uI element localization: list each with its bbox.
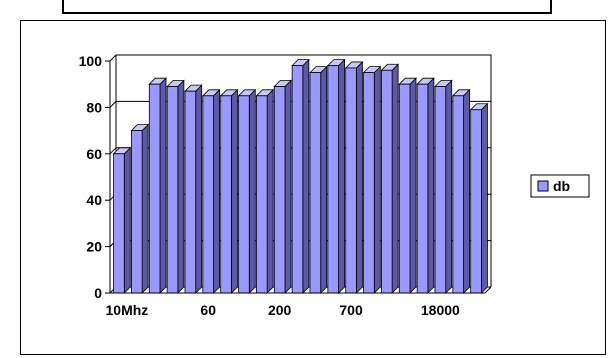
bar-side-17 <box>427 77 435 294</box>
bar-side-18 <box>445 79 453 294</box>
bar-side-5 <box>213 88 220 294</box>
x-tick-label-0: 10Mhz <box>106 302 149 318</box>
bar-side-13 <box>356 60 363 294</box>
bar-front-17 <box>416 83 429 294</box>
bar-11 <box>309 65 328 294</box>
bar-side-8 <box>266 88 274 294</box>
bar-side-1 <box>141 123 149 294</box>
bar-front-13 <box>345 67 357 294</box>
bar-front-1 <box>131 130 143 294</box>
bar-front-4 <box>184 90 197 294</box>
bar-front-5 <box>202 95 214 294</box>
bar-side-14 <box>373 65 381 294</box>
bar-side-20 <box>481 102 488 294</box>
bar-8 <box>255 88 275 294</box>
bar-front-14 <box>363 72 375 294</box>
y-tick-label-40: 40 <box>86 192 102 208</box>
bar-12 <box>326 58 346 294</box>
y-tick-label-20: 20 <box>86 239 102 255</box>
bar-9 <box>273 79 292 294</box>
bar-16 <box>398 77 417 294</box>
legend-label: db <box>553 178 570 194</box>
bar-15 <box>380 63 400 294</box>
x-tick-label-2: 200 <box>268 302 292 318</box>
bar-4 <box>184 84 203 294</box>
bar-1 <box>130 123 150 294</box>
bar-side-10 <box>302 58 310 294</box>
bar-front-18 <box>434 86 447 294</box>
bar-0 <box>112 146 132 294</box>
bar-side-4 <box>195 84 203 294</box>
legend: db <box>530 174 590 198</box>
bar-14 <box>362 65 382 294</box>
bar-side-7 <box>248 88 256 294</box>
bar-side-19 <box>463 88 470 294</box>
bar-10 <box>291 58 310 294</box>
bar-side-15 <box>391 63 399 294</box>
legend-swatch <box>537 180 549 192</box>
bar-side-12 <box>338 58 345 294</box>
bar-3 <box>166 79 185 294</box>
grid-depth-60 <box>109 147 117 155</box>
bar-front-2 <box>148 83 161 294</box>
bar-side-11 <box>320 65 328 294</box>
bar-front-16 <box>398 83 411 294</box>
bar-front-8 <box>256 95 268 294</box>
bar-side-16 <box>409 77 417 294</box>
grid-depth-80 <box>109 101 117 108</box>
bar-side-0 <box>123 146 131 294</box>
grid-depth-100 <box>109 54 117 62</box>
bar-7 <box>237 88 257 294</box>
bar-front-10 <box>291 65 304 294</box>
bar-front-19 <box>452 95 464 294</box>
y-tick-label-80: 80 <box>86 99 102 115</box>
bar-13 <box>344 60 364 294</box>
y-tick-label-60: 60 <box>86 146 102 162</box>
top-box <box>62 0 552 14</box>
bar-side-9 <box>284 79 292 294</box>
bar-2 <box>148 77 167 294</box>
x-tick-label-4: 18000 <box>421 302 460 318</box>
axis-layer: 0 20 40 60 80 100 10Mhz 60 200 700 18000 <box>79 53 492 318</box>
bar-side-3 <box>177 79 185 294</box>
bar-front-20 <box>470 109 482 294</box>
bar-side-6 <box>231 88 238 294</box>
bar-front-6 <box>220 95 232 294</box>
bar-18 <box>434 79 453 294</box>
bar-side-2 <box>159 77 167 294</box>
bar-front-15 <box>381 69 393 294</box>
bar-5 <box>201 88 221 294</box>
bars-layer <box>112 58 489 294</box>
bar-17 <box>416 77 435 294</box>
bar-front-3 <box>166 86 179 294</box>
bar-6 <box>219 88 239 294</box>
y-tick-label-100: 100 <box>79 53 103 69</box>
bar-front-11 <box>309 72 322 294</box>
bar-20 <box>469 102 489 294</box>
x-tick-label-3: 700 <box>339 302 363 318</box>
bar-19 <box>451 88 471 294</box>
x-axis-depth <box>484 286 492 294</box>
y-tick-label-0: 0 <box>94 285 102 301</box>
bar-front-12 <box>327 65 339 294</box>
bar-front-9 <box>273 86 286 294</box>
x-tick-label-1: 60 <box>200 302 216 318</box>
bar-front-0 <box>113 153 125 294</box>
bar-front-7 <box>238 95 250 294</box>
